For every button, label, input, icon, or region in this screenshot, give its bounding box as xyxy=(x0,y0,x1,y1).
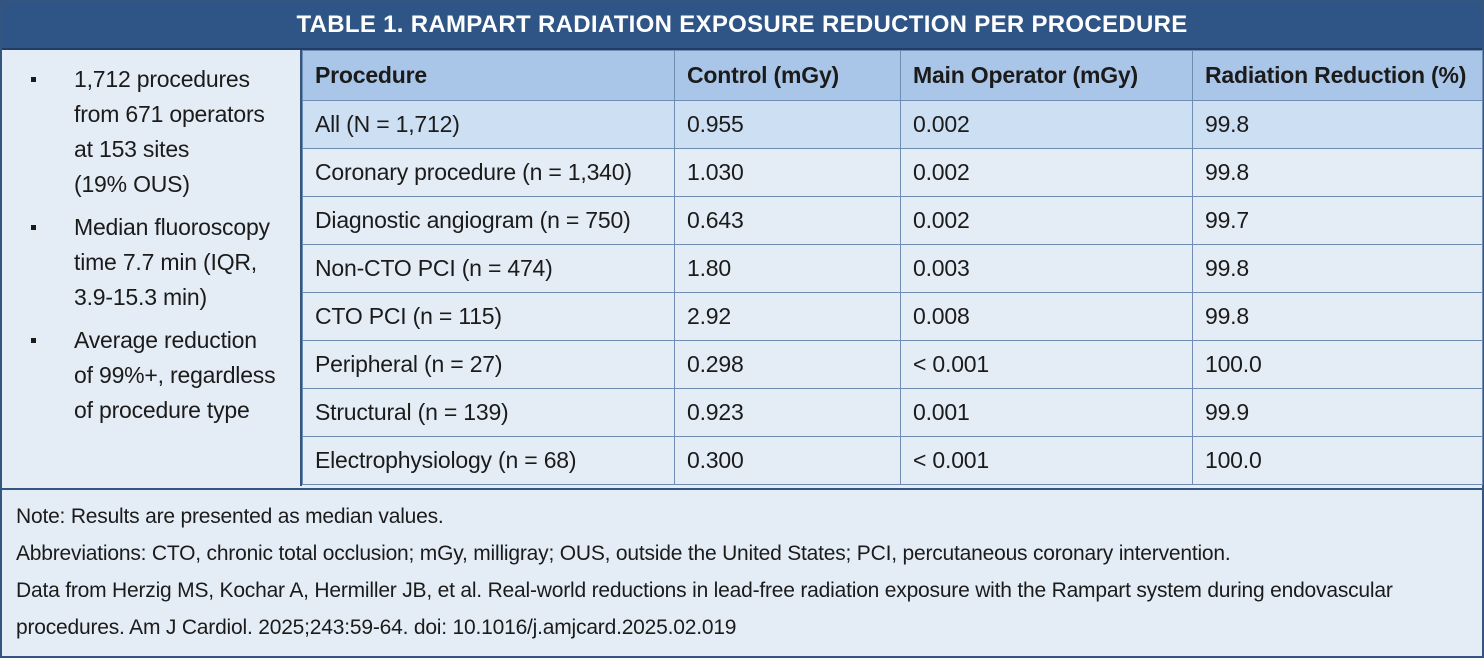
finding-item: Median fluoroscopy time 7.7 min (IQR, 3.… xyxy=(2,210,294,315)
procedure-cell: Peripheral (n = 27) xyxy=(302,340,675,389)
column-header-procedure: Procedure xyxy=(302,50,675,101)
control-cell: 0.298 xyxy=(674,340,901,389)
table-row: Non-CTO PCI (n = 474) 1.80 0.003 99.8 xyxy=(302,244,1483,293)
results-table-container: Procedure Control (mGy) Main Operator (m… xyxy=(302,50,1483,486)
finding-item: 1,712 procedures from 671 operators at 1… xyxy=(2,62,294,202)
control-cell: 1.80 xyxy=(674,244,901,293)
control-cell: 1.030 xyxy=(674,148,901,197)
abbreviations-text: Abbreviations: CTO, chronic total occlus… xyxy=(16,542,1231,565)
reduction-cell: 99.8 xyxy=(1192,100,1483,149)
procedure-cell: Electrophysiology (n = 68) xyxy=(302,436,675,485)
table-row: All (N = 1,712) 0.955 0.002 99.8 xyxy=(302,100,1483,149)
main-operator-cell: 0.002 xyxy=(900,148,1193,197)
citation-line: Data from Herzig MS, Kochar A, Hermiller… xyxy=(16,579,1393,602)
procedure-cell: Coronary procedure (n = 1,340) xyxy=(302,148,675,197)
column-header-control: Control (mGy) xyxy=(674,50,901,101)
control-cell: 2.92 xyxy=(674,292,901,341)
table-footnotes: Note: Results are presented as median va… xyxy=(2,488,1482,656)
reduction-cell: 99.9 xyxy=(1192,388,1483,437)
table-row: Structural (n = 139) 0.923 0.001 99.9 xyxy=(302,388,1483,437)
bullet-icon xyxy=(31,225,36,230)
control-cell: 0.643 xyxy=(674,196,901,245)
table-title: TABLE 1. RAMPART RADIATION EXPOSURE REDU… xyxy=(2,2,1482,50)
procedure-cell: All (N = 1,712) xyxy=(302,100,675,149)
control-cell: 0.955 xyxy=(674,100,901,149)
column-header-radiation-reduction: Radiation Reduction (%) xyxy=(1192,50,1483,101)
table-row: Electrophysiology (n = 68) 0.300 < 0.001… xyxy=(302,436,1483,485)
table-header-row: Procedure Control (mGy) Main Operator (m… xyxy=(302,50,1483,101)
key-findings-panel: 1,712 procedures from 671 operators at 1… xyxy=(2,50,302,486)
main-operator-cell: < 0.001 xyxy=(900,436,1193,485)
table-row: Coronary procedure (n = 1,340) 1.030 0.0… xyxy=(302,148,1483,197)
procedure-cell: Diagnostic angiogram (n = 750) xyxy=(302,196,675,245)
main-operator-cell: 0.001 xyxy=(900,388,1193,437)
reduction-cell: 99.7 xyxy=(1192,196,1483,245)
column-header-main-operator: Main Operator (mGy) xyxy=(900,50,1193,101)
bullet-icon xyxy=(31,77,36,82)
reduction-cell: 100.0 xyxy=(1192,436,1483,485)
control-cell: 0.300 xyxy=(674,436,901,485)
procedure-cell: Non-CTO PCI (n = 474) xyxy=(302,244,675,293)
table-row: Diagnostic angiogram (n = 750) 0.643 0.0… xyxy=(302,196,1483,245)
reduction-cell: 99.8 xyxy=(1192,292,1483,341)
reduction-cell: 100.0 xyxy=(1192,340,1483,389)
table-row: Peripheral (n = 27) 0.298 < 0.001 100.0 xyxy=(302,340,1483,389)
key-findings-list: 1,712 procedures from 671 operators at 1… xyxy=(2,50,300,428)
citation-line: procedures. Am J Cardiol. 2025;243:59-64… xyxy=(16,616,737,639)
reduction-cell: 99.8 xyxy=(1192,244,1483,293)
main-operator-cell: 0.003 xyxy=(900,244,1193,293)
main-operator-cell: 0.002 xyxy=(900,196,1193,245)
procedure-cell: CTO PCI (n = 115) xyxy=(302,292,675,341)
reduction-cell: 99.8 xyxy=(1192,148,1483,197)
procedure-cell: Structural (n = 139) xyxy=(302,388,675,437)
control-cell: 0.923 xyxy=(674,388,901,437)
main-operator-cell: < 0.001 xyxy=(900,340,1193,389)
bullet-icon xyxy=(31,338,36,343)
citation-text: Data from Herzig MS, Kochar A, Hermiller… xyxy=(16,572,1468,646)
results-table: Procedure Control (mGy) Main Operator (m… xyxy=(302,50,1483,485)
table-row: CTO PCI (n = 115) 2.92 0.008 99.8 xyxy=(302,292,1483,341)
finding-item: Average reduction of 99%+, regardless of… xyxy=(2,323,294,428)
main-operator-cell: 0.008 xyxy=(900,292,1193,341)
note-text: Note: Results are presented as median va… xyxy=(16,505,444,528)
main-operator-cell: 0.002 xyxy=(900,100,1193,149)
